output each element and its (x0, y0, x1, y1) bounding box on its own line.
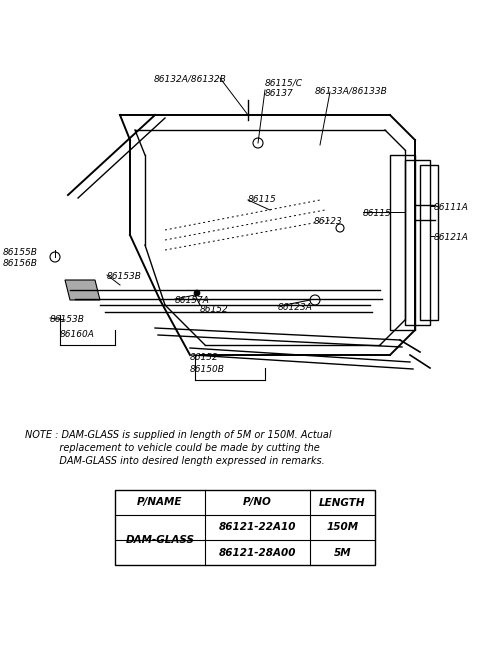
Text: 86157A: 86157A (175, 296, 210, 305)
Text: 86156B: 86156B (3, 259, 38, 268)
Text: 86121-22A10: 86121-22A10 (219, 522, 296, 533)
Text: 86115: 86115 (248, 195, 277, 204)
Text: 86121-28A00: 86121-28A00 (219, 547, 296, 558)
Text: 86155B: 86155B (3, 248, 38, 257)
Text: 86123A: 86123A (278, 303, 313, 312)
Text: 86111A: 86111A (434, 203, 469, 212)
Circle shape (194, 290, 200, 296)
Text: LENGTH: LENGTH (319, 497, 366, 507)
Text: DAM-GLASS: DAM-GLASS (125, 535, 194, 545)
Text: 86152: 86152 (200, 305, 229, 314)
Text: NOTE : DAM-GLASS is supplied in length of 5M or 150M. Actual
           replacem: NOTE : DAM-GLASS is supplied in length o… (25, 430, 332, 466)
Text: 86121A: 86121A (434, 233, 469, 242)
Text: 86160A: 86160A (60, 330, 95, 339)
Bar (115, 490, 375, 565)
Text: 86115: 86115 (363, 209, 392, 218)
Text: 86152: 86152 (190, 353, 219, 362)
Text: 86123: 86123 (313, 217, 342, 226)
Text: 86132A/86132B: 86132A/86132B (154, 75, 227, 84)
Text: P/NAME: P/NAME (137, 497, 183, 507)
Text: P/NO: P/NO (243, 497, 272, 507)
Text: 86150B: 86150B (190, 365, 225, 374)
Text: 86153B: 86153B (50, 315, 85, 324)
Text: 86133A/86133B: 86133A/86133B (315, 87, 388, 96)
Text: 150M: 150M (326, 522, 359, 533)
Text: 5M: 5M (334, 547, 351, 558)
Text: 86153B: 86153B (107, 272, 142, 281)
Polygon shape (65, 280, 100, 300)
Text: 86115/C: 86115/C (265, 78, 303, 87)
Text: 86137: 86137 (265, 89, 294, 98)
